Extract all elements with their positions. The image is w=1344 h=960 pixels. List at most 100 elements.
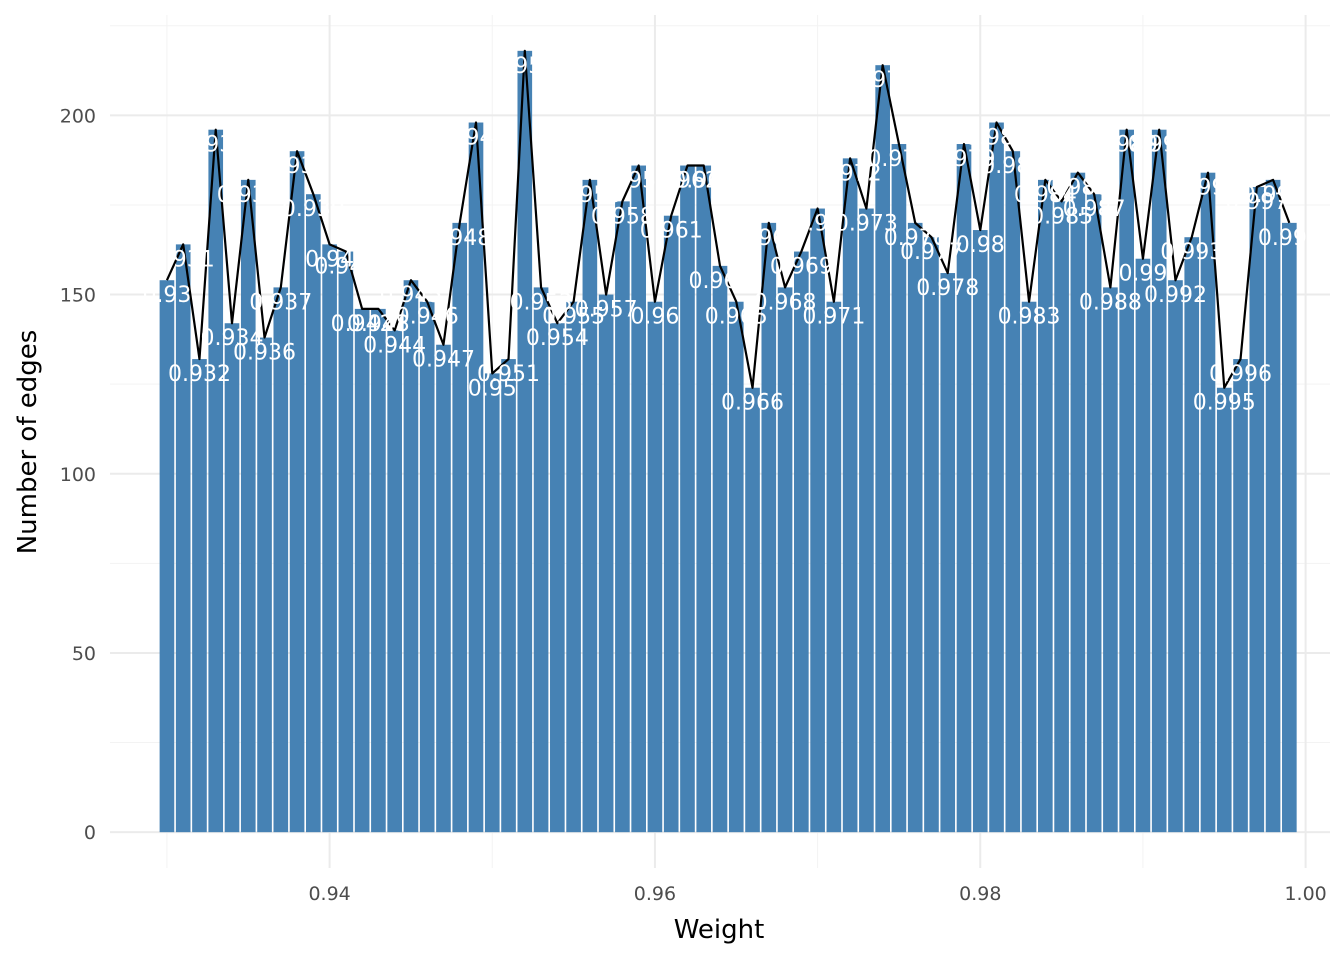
bar-value-label: 0.951 [477, 362, 540, 387]
bar [1038, 179, 1053, 833]
bar-value-label: 0.985 [1030, 204, 1093, 229]
bar [777, 287, 793, 833]
bar-value-label: 0.966 [721, 391, 784, 416]
bar [1265, 179, 1281, 833]
bar-value-label: 0.997 [1225, 190, 1288, 215]
bar [972, 230, 988, 833]
bar [1249, 187, 1265, 833]
bar-value-label: 0.959 [607, 169, 670, 194]
bar [1200, 172, 1216, 833]
bar [1119, 129, 1134, 833]
bar-value-label: 0.978 [916, 276, 979, 301]
bar-value-label: 0.969 [770, 255, 833, 280]
bar [1233, 359, 1248, 833]
bar [696, 165, 712, 833]
bar-value-label: 0.964 [689, 269, 752, 294]
x-tick-label: 1.00 [1284, 883, 1326, 905]
bar [159, 280, 175, 833]
bar-value-label: 0.973 [835, 212, 898, 237]
bar-value-label: 0.965 [705, 305, 768, 330]
bar [826, 301, 842, 833]
bar [224, 323, 240, 833]
bar-value-label: 0.93 [142, 283, 191, 308]
bar [338, 251, 354, 833]
bar [175, 244, 191, 833]
axis-ticks: 0.94 0.96 0.98 1.00 0 50 100 150 200 [60, 105, 1327, 905]
bar-value-label: 0.963 [672, 169, 735, 194]
bar [1216, 387, 1232, 833]
bar-value-label: 0.971 [802, 305, 865, 330]
y-tick-label: 0 [84, 822, 96, 844]
trend-line [165, 49, 1291, 389]
bar [371, 308, 386, 833]
bar-value-label: 0.977 [900, 240, 963, 265]
y-tick-label: 50 [72, 643, 96, 665]
bar-value-label: 0.968 [754, 290, 817, 315]
bar-value-label: 0.976 [884, 226, 947, 251]
y-tick-label: 150 [60, 285, 96, 307]
bar-value-label: 0.967 [737, 226, 800, 251]
bar-value-label: 0.955 [542, 305, 605, 330]
bar-value-label: 0.936 [233, 341, 296, 366]
bar-value-label: 0.95 [468, 376, 517, 401]
bar-value-label: 0.96 [630, 305, 679, 330]
bar [354, 308, 370, 833]
bar-value-label: 0.996 [1209, 362, 1272, 387]
bar [484, 373, 500, 833]
bar-value-label: 0.957 [575, 298, 638, 323]
bar-value-label: 0.956 [558, 183, 621, 208]
bar [419, 301, 435, 833]
bar-value-label: 0.986 [1046, 176, 1109, 201]
bar [875, 65, 890, 833]
bar-value-label: 0.995 [1193, 391, 1256, 416]
bar-value-label: 0.98 [956, 233, 1005, 258]
bar [387, 330, 402, 833]
bar [1168, 280, 1183, 833]
bar [728, 301, 744, 833]
bar-value-label: 0.982 [981, 154, 1044, 179]
bar-value-label: 0.998 [1242, 183, 1305, 208]
bar-value-label: 0.961 [640, 219, 703, 244]
bar [1070, 172, 1086, 833]
bar-value-label: 0.974 [851, 68, 914, 93]
bar-value-label: 0.931 [152, 247, 215, 272]
bar-value-label: 0.934 [201, 326, 264, 351]
bar [533, 287, 549, 833]
x-axis-title: Weight [674, 915, 765, 945]
bar-value-label: 0.992 [1144, 283, 1207, 308]
bar [273, 287, 289, 833]
bar [745, 387, 760, 833]
bar-value-label: 0.958 [591, 204, 654, 229]
bar-value-label: 0.991 [1128, 133, 1191, 158]
series-line [165, 49, 1291, 389]
bar-value-label: 0.989 [1095, 133, 1158, 158]
bar-value-label: 0.939 [282, 197, 345, 222]
bar [761, 222, 777, 833]
bar [956, 144, 972, 833]
bar-value-label: 0.946 [396, 305, 459, 330]
bar [940, 273, 956, 833]
bar-value-label: 0.952 [493, 54, 556, 79]
bar [598, 294, 614, 833]
bar [208, 129, 224, 833]
bar [1054, 201, 1069, 833]
bar-value-label: 0.953 [510, 290, 573, 315]
bar-value-label: 0.938 [266, 154, 329, 179]
bar-value-label: 0.993 [1160, 240, 1223, 265]
bar-value-label: 0.949 [445, 126, 508, 151]
bar-value-label: 0.943 [347, 312, 410, 337]
x-tick-label: 0.94 [308, 883, 350, 905]
bar [907, 222, 923, 833]
bar-value-label: 0.945 [379, 283, 442, 308]
bar-value-label: 0.975 [867, 147, 930, 172]
bar [289, 151, 305, 833]
bar-value-label: 0.994 [1177, 176, 1240, 201]
bar [1086, 194, 1102, 833]
bar [257, 337, 272, 833]
bar [680, 165, 695, 833]
bar-value-label: 0.987 [1063, 197, 1126, 222]
bar-value-label: 0.947 [412, 348, 475, 373]
bar [891, 144, 907, 833]
bar [1184, 237, 1200, 833]
bar [1103, 287, 1118, 833]
